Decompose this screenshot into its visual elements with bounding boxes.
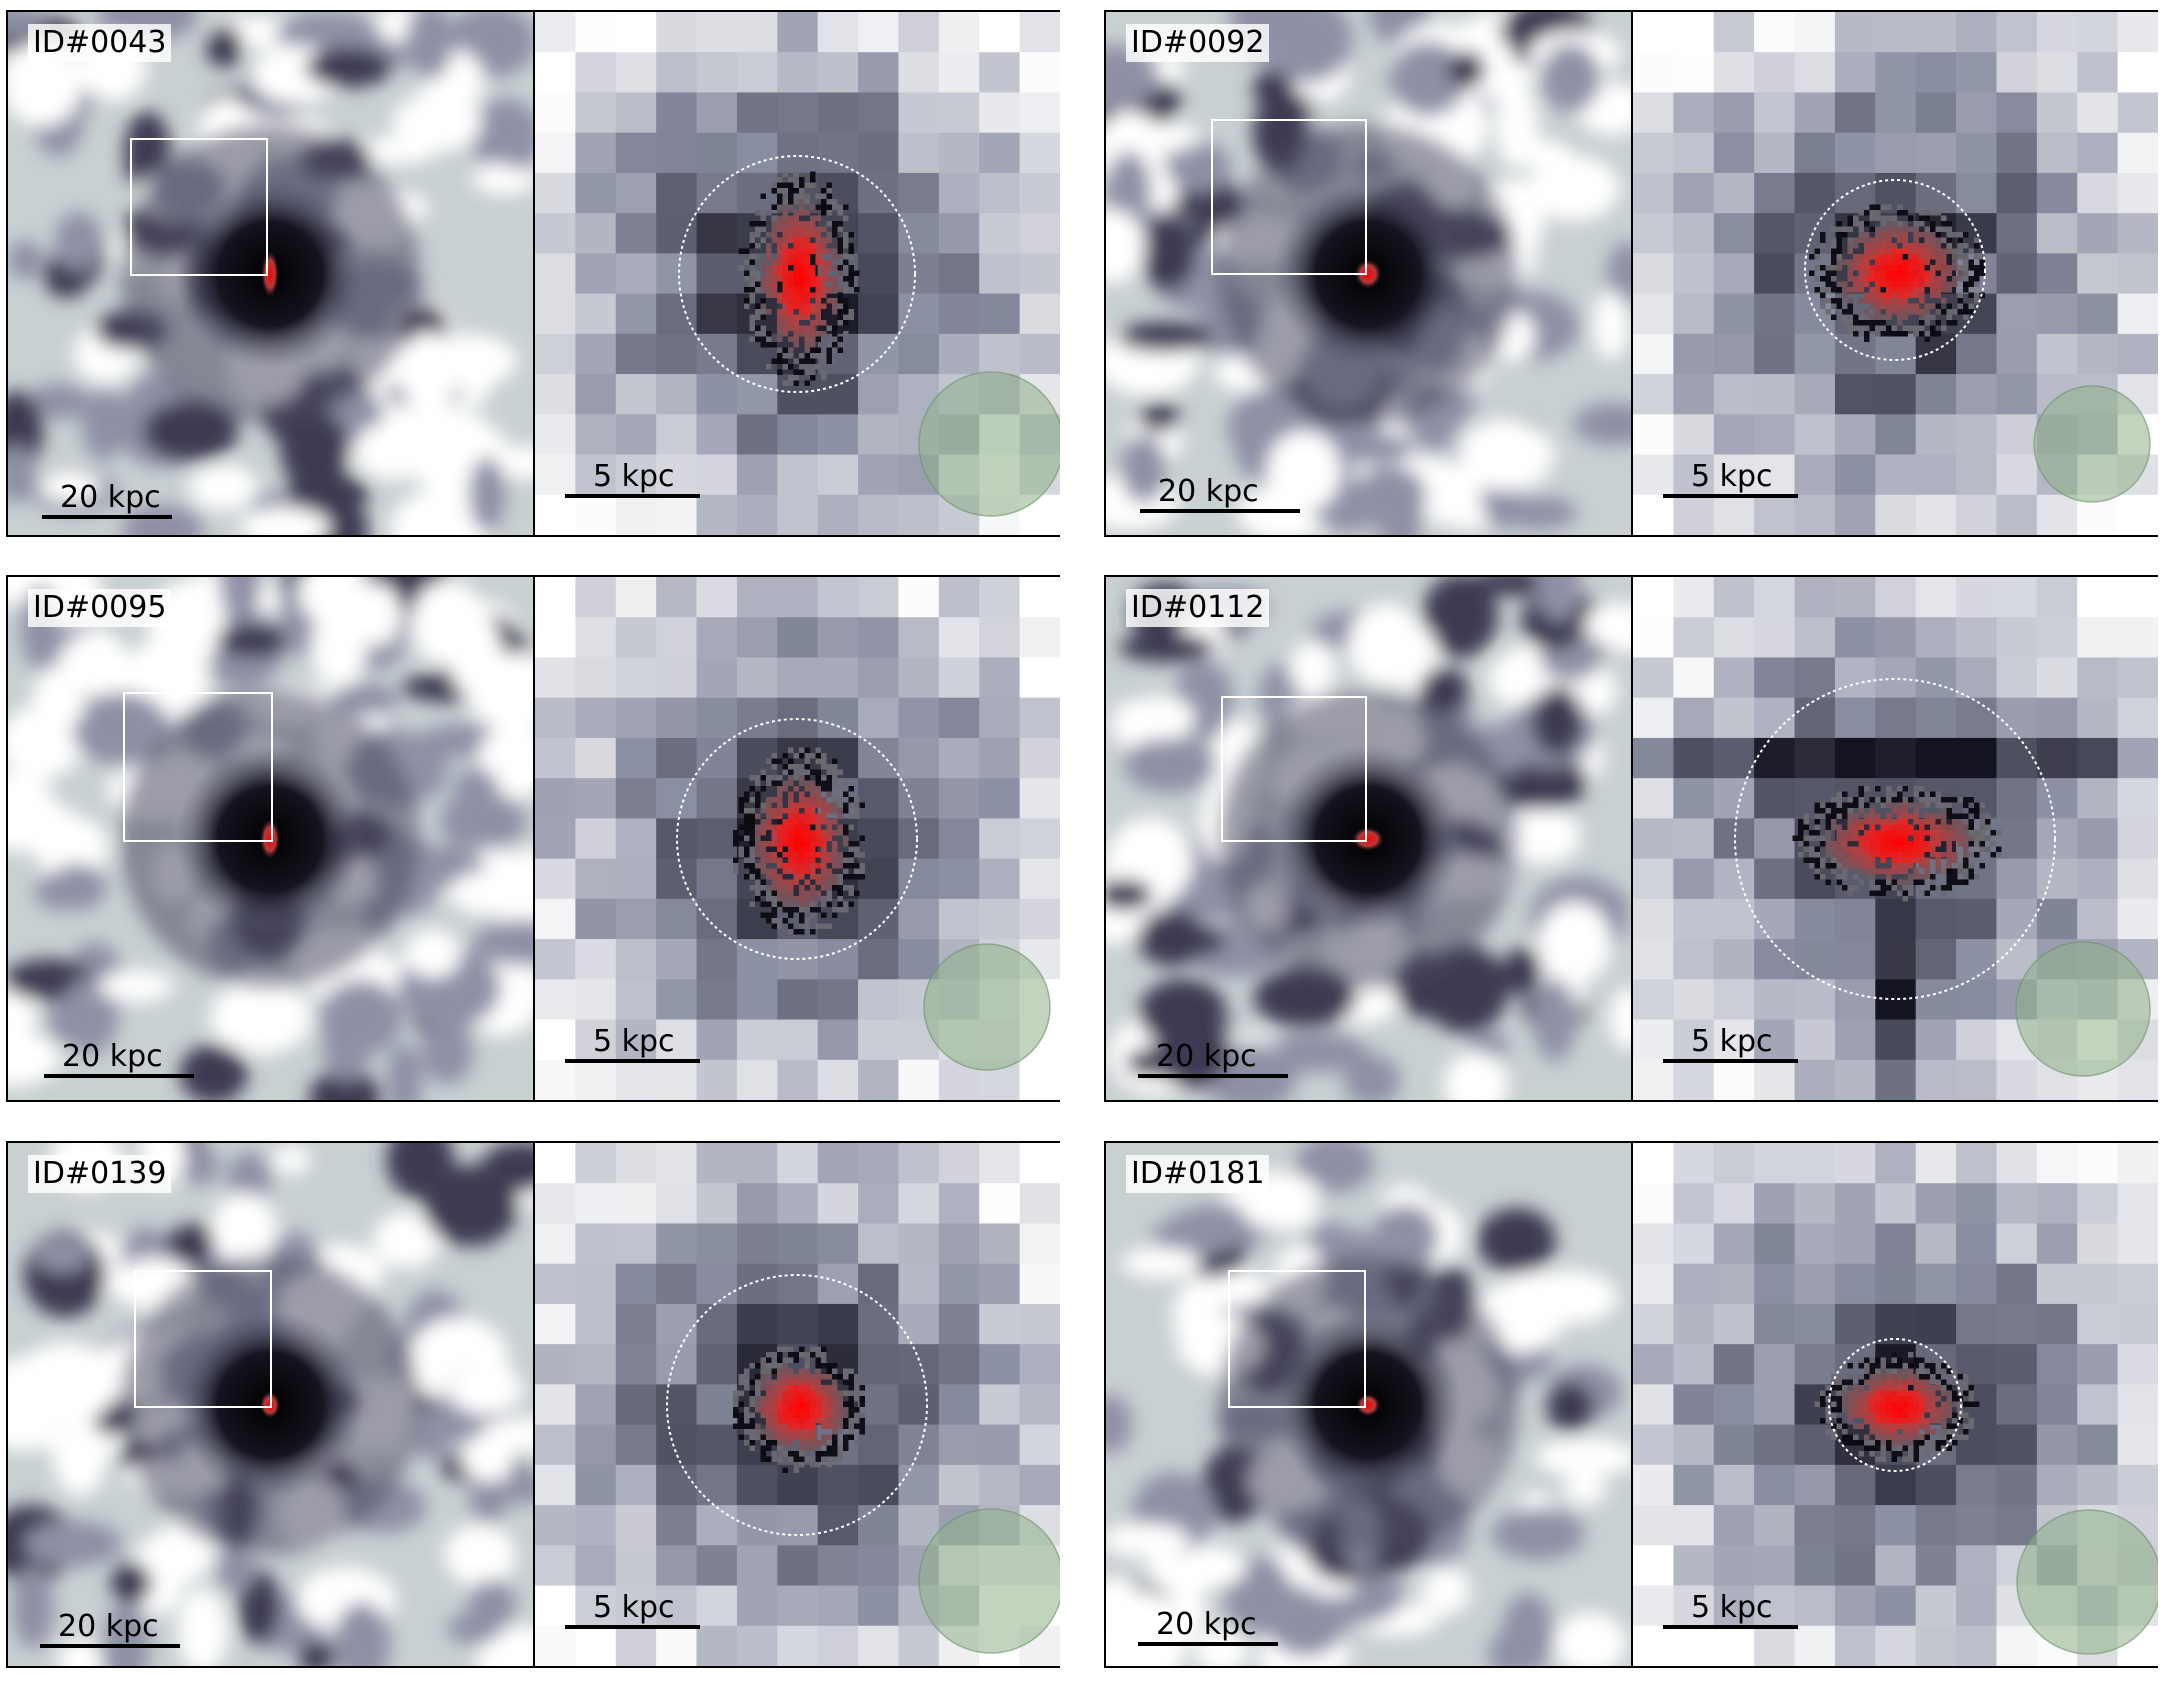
zoom-box [1211,119,1367,275]
scale-bar-label: 20 kpc [62,1039,163,1074]
zoom-image: 5 kpc [533,12,1060,535]
galaxy-panel: ID#0139 20 kpc 5 kpc [6,1141,1060,1668]
galaxy-panel: ID#0095 20 kpc 5 kpc [6,575,1060,1102]
zoom-box [130,138,268,276]
wide-field-image: ID#0043 20 kpc [8,12,533,535]
zoom-box [1221,696,1367,842]
galaxy-panel: ID#0112 20 kpc 5 kpc [1104,575,2158,1102]
galaxy-id-label: ID#0043 [28,24,172,62]
wide-field-image: ID#0181 20 kpc [1106,1143,1631,1666]
scale-bar [44,1074,194,1078]
beam-ellipse [2016,1509,2158,1655]
beam-ellipse [918,371,1060,517]
zoom-map [1633,577,2158,1100]
wide-field-map [1106,12,1631,535]
beam-ellipse [918,1508,1060,1654]
wide-field-map [8,1143,533,1666]
scale-bar [565,1625,700,1629]
galaxy-id-label: ID#0139 [28,1155,172,1193]
scale-bar [40,1644,180,1648]
galaxy-id-label: ID#0092 [1126,24,1270,62]
wide-field-map [8,577,533,1100]
zoom-image: 5 kpc [1631,577,2158,1100]
aperture-circle [666,1274,928,1536]
scale-bar-label: 20 kpc [58,1609,159,1644]
scale-bar [1663,1625,1798,1629]
scale-bar-label: 5 kpc [593,1590,675,1625]
scale-bar [565,494,700,498]
scale-bar [1663,1059,1798,1063]
zoom-image: 5 kpc [533,1143,1060,1666]
zoom-image: 5 kpc [533,577,1060,1100]
scale-bar [1138,1642,1278,1646]
scale-bar-label: 5 kpc [1691,459,1773,494]
scale-bar [1663,494,1798,498]
scale-bar-label: 20 kpc [60,480,161,515]
aperture-circle [678,155,916,393]
scale-bar [1140,509,1300,513]
wide-field-image: ID#0092 20 kpc [1106,12,1631,535]
zoom-box [1228,1270,1366,1408]
galaxy-id-label: ID#0095 [28,589,172,627]
beam-ellipse [2033,385,2151,503]
scale-bar-label: 5 kpc [1691,1590,1773,1625]
zoom-image: 5 kpc [1631,1143,2158,1666]
scale-bar-label: 20 kpc [1156,1039,1257,1074]
galaxy-panel: ID#0092 20 kpc 5 kpc [1104,10,2158,537]
aperture-circle [676,718,918,960]
wide-field-map [8,12,533,535]
wide-field-image: ID#0139 20 kpc [8,1143,533,1666]
scale-bar [1138,1074,1288,1078]
zoom-image: 5 kpc [1631,12,2158,535]
scale-bar [565,1059,700,1063]
aperture-circle [1804,179,1986,361]
galaxy-id-label: ID#0112 [1126,589,1270,627]
beam-ellipse [2015,941,2151,1077]
zoom-map [1633,1143,2158,1666]
zoom-box [123,692,273,842]
zoom-map [535,1143,1060,1666]
scale-bar-label: 20 kpc [1158,474,1259,509]
wide-field-image: ID#0095 20 kpc [8,577,533,1100]
aperture-circle [1828,1338,1962,1472]
zoom-map [535,12,1060,535]
scale-bar-label: 20 kpc [1156,1607,1257,1642]
scale-bar [42,515,172,519]
aperture-circle [1734,678,2056,1000]
beam-ellipse [923,943,1051,1071]
zoom-map [535,577,1060,1100]
zoom-map [1633,12,2158,535]
galaxy-id-label: ID#0181 [1126,1155,1270,1193]
galaxy-panel: ID#0043 20 kpc 5 kpc [6,10,1060,537]
scale-bar-label: 5 kpc [1691,1024,1773,1059]
galaxy-panel: ID#0181 20 kpc 5 kpc [1104,1141,2158,1668]
scale-bar-label: 5 kpc [593,459,675,494]
zoom-box [134,1270,272,1408]
scale-bar-label: 5 kpc [593,1024,675,1059]
wide-field-map [1106,1143,1631,1666]
wide-field-image: ID#0112 20 kpc [1106,577,1631,1100]
wide-field-map [1106,577,1631,1100]
